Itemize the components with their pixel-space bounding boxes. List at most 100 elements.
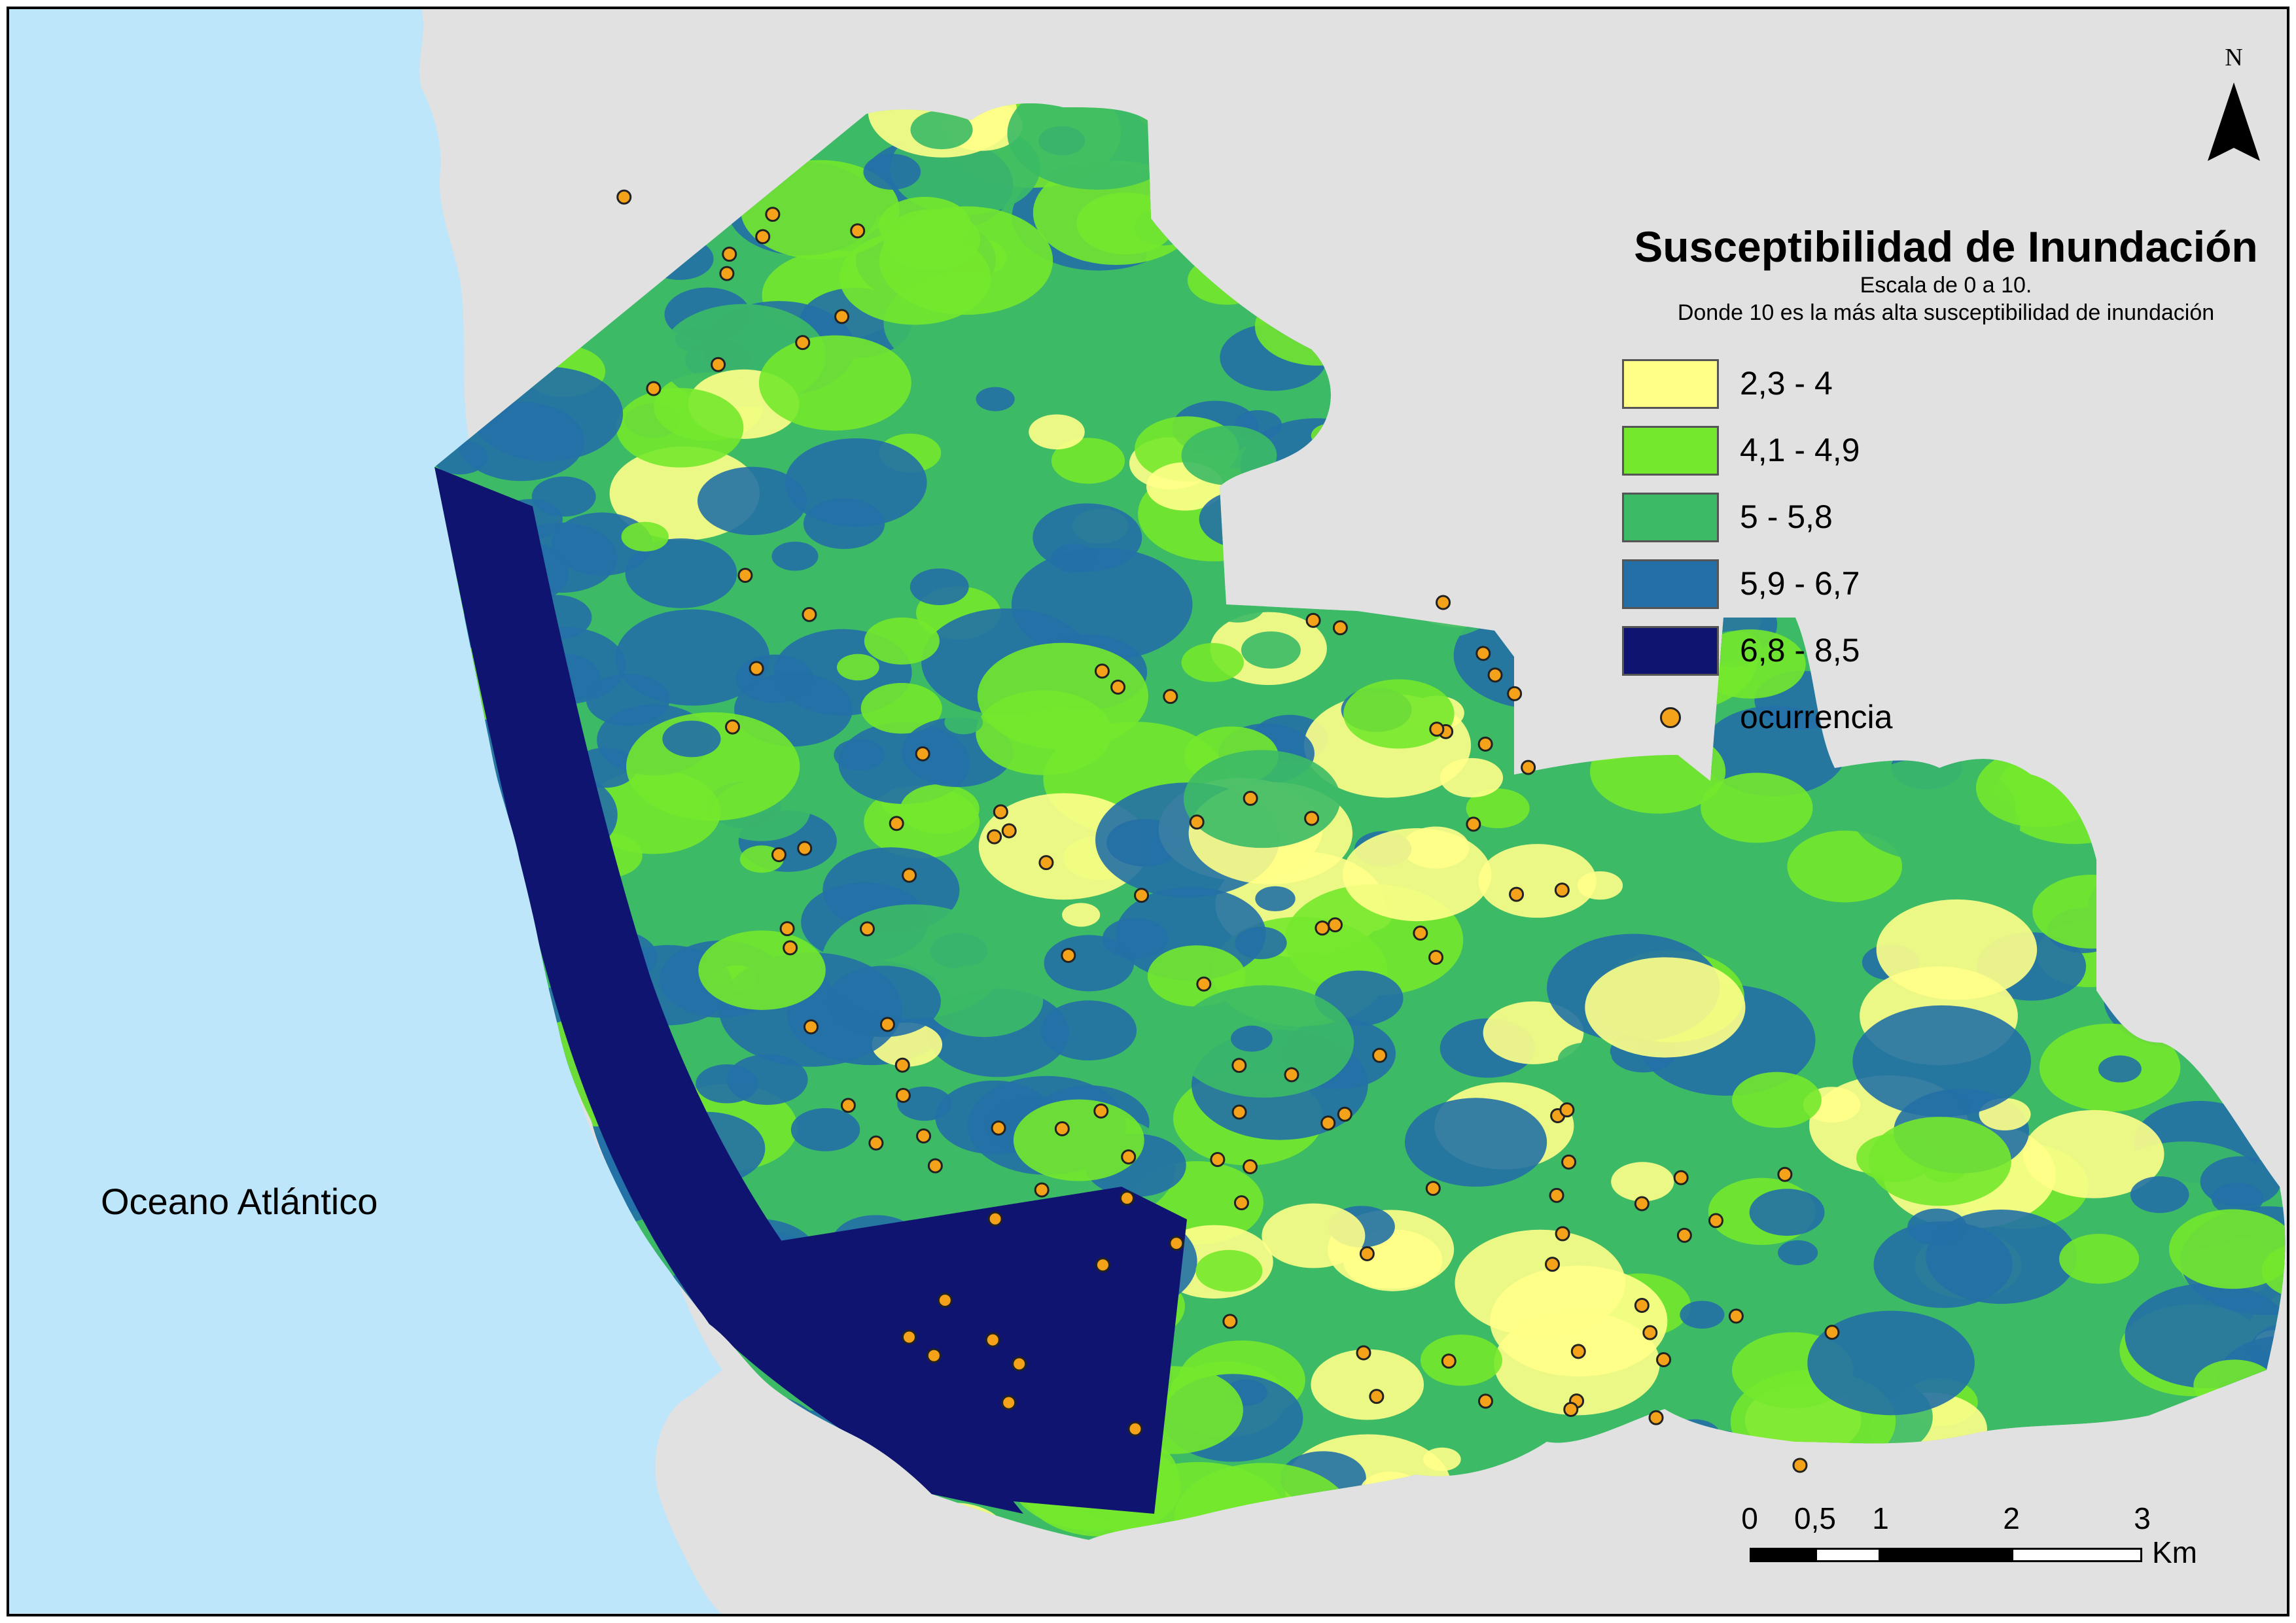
scale-tick-label: 3 [2134,1501,2151,1535]
susceptibility-patch [1181,425,1277,485]
susceptibility-patch [1076,192,1176,254]
susceptibility-patch [1494,1311,1660,1416]
occurrence-point [795,335,811,351]
susceptibility-patch [1199,489,1294,549]
susceptibility-patch [2183,1055,2222,1079]
susceptibility-patch [1402,556,1517,628]
susceptibility-patch [2157,936,2263,1003]
susceptibility-patch [670,117,739,161]
susceptibility-patch [2255,341,2286,377]
occurrence-point [902,867,917,883]
susceptibility-patch [1051,438,1125,484]
occurrence-point [783,940,798,956]
susceptibility-patch [1778,1240,1818,1266]
susceptibility-patch [1323,430,1490,534]
scale-tick-label: 0,5 [1794,1501,1836,1535]
susceptibility-patch [1749,1189,1825,1236]
ocean-label: Oceano Atlántico [101,1181,378,1222]
occurrence-point [1676,1227,1692,1243]
occurrence-point [1554,882,1570,898]
occurrence-point [901,1329,917,1345]
susceptibility-patch [864,617,940,665]
susceptibility-patch [2063,396,2123,434]
occurrence-point [1555,1226,1570,1242]
susceptibility-patch [1029,414,1085,449]
ocean-area [9,9,722,1614]
susceptibility-patch [1312,162,1479,267]
susceptibility-patch [976,387,1015,411]
north-letter: N [2225,44,2243,71]
susceptibility-patch [645,237,714,280]
susceptibility-patch [2103,652,2220,725]
susceptibility-patch [1903,372,1958,406]
susceptibility-patch [2088,870,2202,941]
legend-swatch [1622,559,1719,609]
occurrence-point [1369,1389,1385,1405]
occurrence-point [722,247,737,262]
susceptibility-patch [726,1054,808,1106]
occurrence-point [937,1293,953,1308]
susceptibility-patch [2193,1359,2276,1411]
occurrence-point [894,1057,910,1073]
susceptibility-patch [900,784,980,834]
legend-swatch [1622,359,1719,409]
occurrence-point [1648,1410,1664,1425]
susceptibility-patch [2276,759,2286,784]
occurrence-point [1233,1195,1249,1211]
susceptibility-patch [1903,139,2047,229]
susceptibility-patch [662,720,721,758]
susceptibility-patch [615,609,770,706]
susceptibility-patch [878,196,972,255]
occurrence-point [1509,886,1525,902]
susceptibility-patch [1235,926,1287,960]
occurrence-point [1231,1104,1247,1120]
occurrence-point [895,1087,911,1103]
occurrence-point [926,1348,942,1363]
occurrence-point [1563,1401,1579,1417]
susceptibility-patch [1483,1001,1584,1064]
occurrence-point [1507,686,1523,701]
occurrence-dot-icon [1660,707,1681,728]
susceptibility-patch [654,1390,830,1500]
susceptibility-patch [1421,481,1578,579]
susceptibility-patch [1655,103,1697,125]
susceptibility-patch [1343,679,1455,749]
occurrence-point [616,189,632,205]
occurrence-point [1038,855,1054,871]
susceptibility-patch [1732,1072,1822,1128]
susceptibility-patch [826,966,941,1038]
map-frame: Oceano Atlántico N Susceptibilidad de In… [7,7,2289,1616]
occurrence-point [987,829,1002,845]
occurrence-point [1642,1325,1658,1340]
occurrence-point [1222,1314,1238,1329]
susceptibility-patch [1404,1098,1547,1187]
map-canvas [9,9,2286,1614]
susceptibility-patch [900,1503,1008,1540]
susceptibility-patch [1254,287,1381,366]
occurrence-point [927,1158,943,1174]
susceptibility-patch [2200,1156,2282,1207]
occurrence-point [1428,949,1444,965]
occurrence-point [987,1211,1003,1227]
occurrence-point [834,309,850,324]
susceptibility-patch [758,335,911,431]
susceptibility-patch [1420,1335,1502,1386]
susceptibility-patch [2177,389,2286,496]
susceptibility-patch [2260,1424,2286,1495]
occurrence-point [1054,1121,1070,1137]
occurrence-point [803,1019,819,1035]
susceptibility-patch [944,710,983,735]
susceptibility-patch [1138,103,1205,132]
susceptibility-patch [2130,1176,2189,1213]
susceptibility-patch [1991,106,2108,179]
port-zone [709,1187,1187,1514]
occurrence-point [1561,1154,1577,1170]
scale-bar-segment [1881,1548,2011,1562]
susceptibility-patch [1686,1430,1752,1471]
scale-unit-label: Km [2152,1535,2197,1569]
susceptibility-patch [1975,748,2102,828]
scale-bar-segment [1815,1548,1881,1562]
susceptibility-patch [2087,468,2251,571]
occurrence-point [1487,667,1503,683]
susceptibility-patch [2075,761,2149,807]
